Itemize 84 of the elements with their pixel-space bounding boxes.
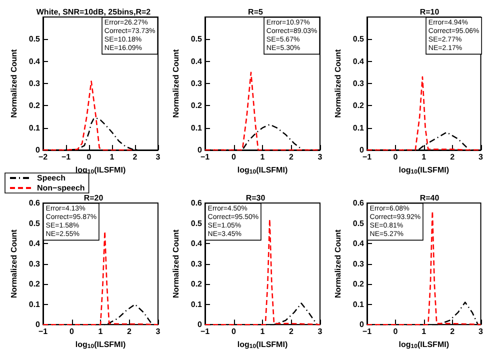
x-tick-label: 0	[70, 327, 75, 336]
x-tick-label: 1	[260, 327, 266, 336]
x-tick-label: −1	[362, 327, 372, 336]
y-tick-label: 0	[198, 320, 203, 330]
x-tick-label: −1	[61, 152, 72, 162]
y-tick-label: 0.5	[352, 218, 365, 228]
y-tick-label: 0.6	[190, 198, 203, 208]
y-tick-label: 0.2	[28, 280, 41, 289]
y-tick-label: 0	[360, 146, 365, 154]
x-tick-label: −1	[362, 152, 372, 162]
y-tick-label: 0.2	[190, 101, 203, 110]
y-tick-label: 0.5	[190, 34, 203, 44]
x-tick-label: 1	[422, 152, 427, 162]
x-tick-label: 0	[232, 152, 237, 162]
legend-label: Non−speech	[37, 184, 85, 192]
x-tick-label: 3	[478, 152, 484, 162]
chart-title: R=20	[84, 194, 104, 202]
y-axis-title: Normalized Count	[171, 229, 180, 298]
x-tick-label: 1	[98, 327, 104, 336]
x-tick-label: 3	[318, 327, 323, 336]
chart-title: R=10	[420, 8, 440, 16]
y-tick-label: 0.4	[28, 239, 41, 248]
x-tick-label: 1	[110, 152, 115, 162]
y-tick-label: 0.1	[28, 123, 41, 132]
y-tick-label: 0.1	[190, 300, 203, 309]
chart-title: White, SNR=10dB, 25bins,R=2	[36, 8, 152, 16]
y-tick-label: 0.2	[28, 101, 41, 110]
x-tick-label: 3	[156, 327, 161, 336]
y-tick-label: 0.3	[190, 79, 203, 88]
y-tick-label: 0.5	[352, 34, 365, 44]
x-tick-label: 0	[86, 152, 92, 162]
y-tick-label: 0.3	[28, 79, 41, 88]
y-tick-label: 0.4	[190, 56, 203, 66]
y-axis-title: Normalized Count	[333, 229, 342, 298]
y-tick-label: 0	[198, 146, 203, 154]
legend-label: Speech	[37, 174, 66, 182]
x-tick-label: 2	[289, 152, 294, 162]
y-tick-label: 0.1	[190, 123, 203, 132]
y-axis-title: Normalized Count	[171, 48, 180, 118]
y-tick-label: 0.4	[352, 239, 365, 248]
y-tick-label: 0.4	[190, 239, 203, 248]
x-tick-label: 1	[422, 327, 427, 336]
x-tick-label: 2	[289, 327, 294, 336]
y-tick-label: 0.3	[352, 79, 365, 88]
y-axis-title: Normalized Count	[333, 48, 342, 118]
y-axis-title: Normalized Count	[9, 229, 18, 298]
x-tick-label: 3	[318, 152, 323, 162]
x-tick-label: 2	[132, 152, 138, 162]
y-tick-label: 0.4	[28, 56, 41, 66]
x-tick-label: 0	[393, 152, 398, 162]
chart-title: R=5	[248, 8, 264, 16]
x-tick-label: −2	[38, 152, 48, 162]
x-tick-label: 3	[478, 327, 484, 336]
y-tick-label: 0.6	[352, 198, 365, 208]
x-tick-label: 0	[232, 327, 237, 336]
x-tick-label: −1	[200, 152, 210, 162]
x-tick-label: 3	[156, 152, 161, 162]
y-tick-label: 0.2	[352, 101, 365, 110]
x-tick-label: 0	[393, 327, 398, 336]
chart-title: R=30	[246, 194, 266, 202]
x-tick-label: 2	[127, 327, 132, 336]
x-tick-label: 1	[260, 152, 266, 162]
y-tick-label: 0.5	[28, 34, 41, 44]
x-tick-label: 2	[450, 152, 456, 162]
y-tick-label: 0.1	[28, 300, 41, 309]
x-tick-label: −1	[200, 327, 210, 336]
y-tick-label: 0.5	[28, 218, 41, 228]
x-tick-label: −1	[38, 327, 48, 336]
chart-title: R=40	[420, 194, 440, 202]
y-tick-label: 0.1	[352, 300, 365, 309]
y-tick-label: 0	[360, 320, 365, 330]
y-tick-label: 0.6	[28, 198, 41, 208]
y-axis-title: Normalized Count	[9, 48, 18, 118]
y-tick-label: 0	[36, 320, 41, 330]
y-tick-label: 0.4	[352, 56, 365, 66]
y-tick-label: 0.2	[352, 280, 365, 289]
y-tick-label: 0.1	[352, 123, 365, 132]
y-tick-label: 0.3	[352, 259, 365, 268]
y-tick-label: 0	[36, 146, 41, 154]
y-tick-label: 0.5	[190, 218, 203, 228]
y-tick-label: 0.3	[28, 259, 41, 268]
y-tick-label: 0.3	[190, 259, 203, 268]
y-tick-label: 0.2	[190, 280, 203, 289]
x-tick-label: 2	[450, 327, 456, 336]
